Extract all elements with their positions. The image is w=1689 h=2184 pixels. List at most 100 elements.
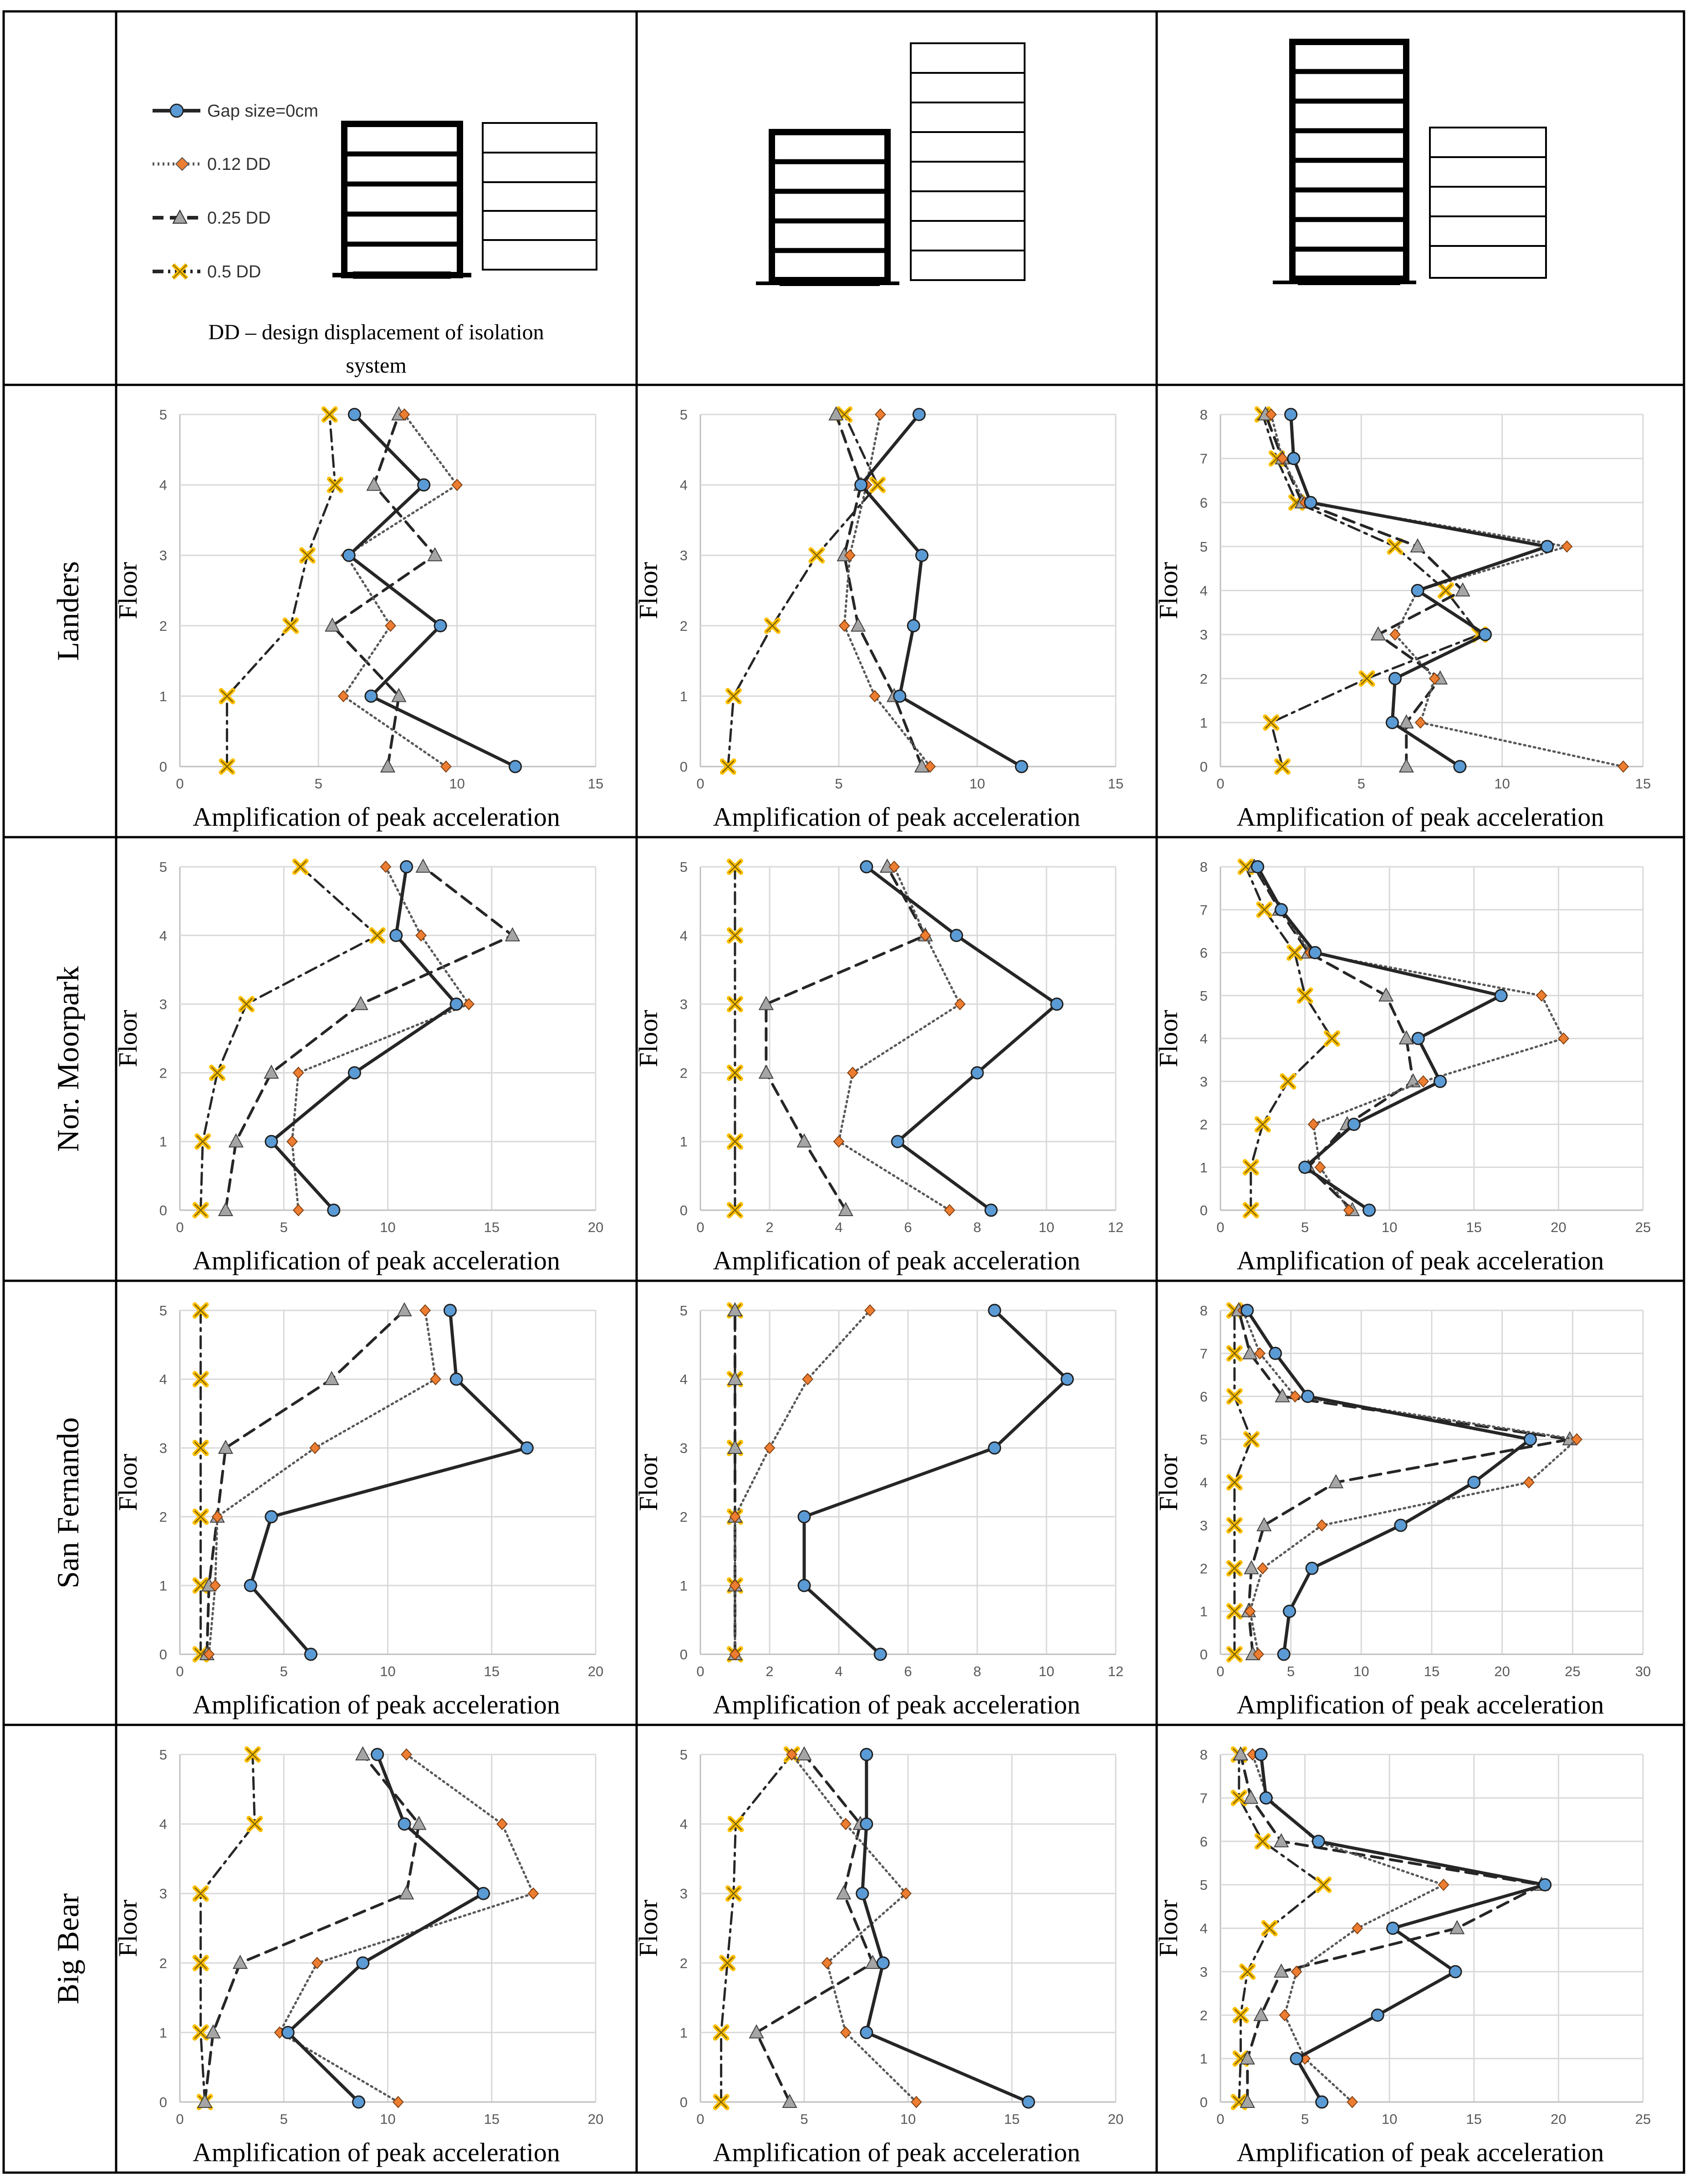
y-tick-label: 2 (159, 618, 167, 634)
series-dd05 (727, 859, 743, 1218)
y-tick-label: 1 (159, 1134, 167, 1150)
x-tick-label: 15 (484, 1219, 500, 1235)
point-gap0 (1494, 989, 1508, 1002)
x-tick-label: 10 (1039, 1219, 1054, 1235)
point-dd05 (246, 1816, 263, 1832)
y-tick-label: 5 (159, 1747, 167, 1763)
point-gap0 (1287, 452, 1301, 465)
point-dd05 (1280, 1073, 1296, 1090)
y-tick-label: 1 (680, 1134, 688, 1150)
y-tick-label: 5 (680, 407, 688, 423)
x-tick-label: 8 (973, 1219, 981, 1235)
series-dd05 (192, 1302, 209, 1662)
legend: Gap size=0cm 0.12 DD 0.25 DD 0.5 DD DD –… (153, 102, 544, 378)
point-gap0 (327, 1203, 341, 1217)
y-axis-label: Floor (1153, 1010, 1183, 1067)
point-dd012 (786, 1748, 797, 1761)
point-dd05 (192, 2024, 209, 2041)
point-gap0 (860, 860, 873, 874)
y-tick-label: 0 (159, 2094, 167, 2110)
series-line-dd012 (208, 1309, 437, 1656)
x-tick-label: 15 (1466, 1219, 1482, 1235)
building-diagram-5-5 (332, 121, 597, 279)
point-gap0 (1301, 1390, 1315, 1403)
point-dd012 (869, 690, 881, 702)
y-tick-label: 3 (159, 547, 167, 563)
point-dd025 (865, 1954, 881, 1969)
point-dd012 (380, 860, 392, 873)
y-tick-label: 1 (1200, 1604, 1208, 1620)
x-tick-label: 20 (588, 1663, 603, 1679)
y-tick-label: 8 (1200, 1303, 1208, 1319)
x-tick-label: 10 (380, 2111, 395, 2127)
point-gap0 (1240, 1304, 1254, 1317)
y-tick-label: 3 (1200, 1964, 1208, 1980)
point-gap0 (907, 619, 920, 633)
point-gap0 (304, 1647, 318, 1661)
x-tick-label: 0 (1216, 776, 1224, 792)
point-dd012 (337, 690, 349, 702)
point-dd012 (1314, 1161, 1326, 1174)
point-dd05 (1226, 1517, 1243, 1534)
point-gap0 (398, 1817, 411, 1831)
point-dd05 (192, 1885, 209, 1902)
point-gap0 (860, 1748, 873, 1761)
x-tick-label: 10 (1353, 1663, 1369, 1679)
series-line-dd012 (837, 865, 961, 1212)
point-dd025 (727, 1439, 743, 1454)
point-dd012 (1429, 672, 1440, 685)
point-dd025 (1242, 1345, 1258, 1360)
row-label-3: San Fernando (51, 1417, 85, 1589)
x-axis-label: Amplification of peak acceleration (1237, 802, 1604, 832)
series-dd012 (1237, 1304, 1582, 1661)
y-tick-label: 2 (159, 1065, 167, 1081)
point-dd012 (924, 760, 936, 773)
point-dd012 (463, 998, 475, 1011)
series-line-dd025 (765, 865, 927, 1212)
y-tick-label: 1 (159, 2025, 167, 2041)
point-dd025 (914, 758, 930, 772)
point-dd012 (1316, 1519, 1328, 1532)
point-dd025 (427, 547, 443, 562)
point-gap0 (1305, 1561, 1319, 1575)
x-tick-label: 10 (449, 776, 464, 792)
x-tick-label: 5 (1287, 1663, 1295, 1679)
point-dd025 (796, 1133, 812, 1148)
x-axis-label: Amplification of peak acceleration (193, 802, 560, 832)
series-line-dd012 (791, 1753, 918, 2103)
series-dd025 (1233, 1746, 1549, 2108)
x-tick-label: 12 (1108, 1663, 1123, 1679)
point-dd012 (919, 929, 931, 942)
point-dd012 (821, 1957, 833, 1969)
point-gap0 (1388, 672, 1402, 685)
series-line-gap0 (802, 1309, 1069, 1656)
y-tick-label: 0 (680, 1202, 688, 1218)
point-dd05 (238, 996, 255, 1013)
point-dd05 (727, 859, 743, 875)
y-axis-label: Floor (113, 562, 143, 619)
table-borders (2, 10, 1685, 2174)
point-gap0 (1254, 1748, 1268, 1761)
point-gap0 (1284, 408, 1298, 421)
y-tick-label: 5 (1200, 539, 1208, 555)
point-gap0 (1298, 1161, 1312, 1174)
point-dd05 (727, 1202, 743, 1218)
x-tick-label: 10 (380, 1219, 395, 1235)
y-tick-label: 2 (1200, 671, 1208, 687)
point-dd012 (211, 1510, 223, 1523)
x-axis-label: Amplification of peak acceleration (1237, 1690, 1604, 1719)
point-gap0 (912, 408, 926, 421)
point-gap0 (364, 689, 378, 703)
x-tick-label: 4 (835, 1219, 842, 1235)
y-axis-label: Floor (113, 1010, 143, 1067)
point-dd012 (847, 1066, 858, 1079)
y-tick-label: 4 (159, 928, 167, 944)
point-dd05 (192, 1954, 209, 1971)
x-tick-label: 5 (1301, 1219, 1309, 1235)
point-dd05 (1358, 670, 1375, 687)
y-tick-label: 3 (1200, 1518, 1208, 1534)
y-tick-label: 5 (159, 859, 167, 875)
point-dd05 (1230, 1790, 1247, 1806)
y-tick-label: 1 (1200, 1160, 1208, 1176)
